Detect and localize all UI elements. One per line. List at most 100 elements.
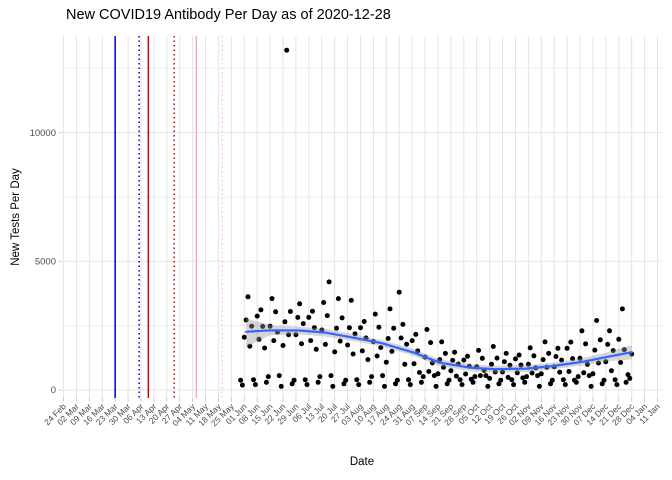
data-point	[542, 339, 548, 345]
data-point	[564, 345, 570, 351]
data-point	[284, 47, 290, 53]
data-point	[321, 300, 327, 305]
data-point	[575, 374, 581, 380]
data-point	[276, 373, 282, 379]
data-point	[516, 352, 522, 358]
data-point	[382, 383, 387, 389]
data-point	[239, 382, 245, 388]
data-point	[476, 347, 482, 353]
data-point	[391, 325, 397, 331]
data-point	[509, 377, 515, 383]
data-point	[339, 315, 345, 321]
data-point	[324, 313, 330, 319]
data-point	[278, 383, 284, 389]
data-point	[452, 349, 458, 355]
data-point	[295, 314, 301, 320]
data-point	[597, 337, 603, 343]
data-point	[300, 321, 306, 327]
data-point	[369, 374, 375, 380]
data-point	[354, 377, 360, 383]
data-point	[415, 348, 421, 354]
data-point	[429, 360, 435, 366]
data-point	[404, 341, 410, 347]
data-point	[583, 341, 589, 347]
data-point	[271, 338, 277, 344]
data-point	[437, 357, 443, 363]
data-point	[361, 319, 367, 324]
data-point	[359, 348, 365, 354]
data-point	[374, 353, 380, 359]
chart-title: New COVID19 Antibody Per Day as of 2020-…	[66, 7, 391, 23]
scatter-points	[238, 47, 635, 389]
data-point	[322, 341, 328, 347]
data-point	[330, 383, 336, 389]
data-point	[407, 382, 413, 388]
data-point	[505, 374, 511, 380]
data-point	[269, 296, 275, 302]
data-point	[378, 345, 384, 350]
y-tick-labels: 0 5000 10000	[30, 128, 56, 396]
data-point	[483, 373, 489, 379]
data-point	[441, 364, 446, 370]
data-point	[463, 371, 469, 377]
data-point	[485, 383, 491, 389]
data-point	[570, 356, 576, 362]
data-point	[315, 379, 321, 385]
data-point	[501, 359, 507, 365]
smooth-layer	[245, 318, 633, 373]
data-point	[511, 382, 517, 388]
data-point	[267, 323, 273, 329]
data-point	[343, 377, 349, 383]
data-point	[560, 377, 566, 383]
data-point	[398, 335, 404, 341]
data-point	[385, 336, 391, 341]
event-vlines	[114, 36, 223, 398]
data-point	[549, 377, 555, 383]
smooth-line	[245, 329, 633, 371]
data-point	[557, 369, 563, 375]
confidence-ribbon	[246, 318, 632, 373]
data-point	[241, 334, 247, 340]
data-point	[573, 379, 579, 385]
data-point	[352, 331, 358, 337]
data-point	[326, 279, 332, 285]
y-axis-title: New Tests Per Day	[10, 168, 22, 266]
data-point	[247, 343, 253, 349]
data-point	[251, 377, 256, 383]
data-point	[426, 369, 432, 374]
data-point	[346, 325, 352, 331]
data-point	[396, 289, 402, 295]
data-point	[287, 309, 293, 314]
data-point	[420, 374, 426, 380]
data-point	[350, 351, 356, 357]
data-point	[389, 348, 395, 354]
data-point	[328, 373, 334, 379]
data-point	[529, 370, 535, 376]
data-point	[335, 296, 341, 302]
data-point	[522, 379, 528, 385]
data-point	[356, 382, 362, 388]
data-point	[461, 357, 467, 363]
data-point	[605, 341, 611, 347]
data-point	[372, 311, 378, 317]
data-point	[553, 354, 559, 359]
data-point	[332, 349, 338, 355]
data-point	[524, 374, 529, 380]
data-point	[280, 343, 286, 348]
data-point	[601, 377, 607, 383]
data-point	[581, 370, 587, 376]
data-point	[618, 360, 624, 365]
data-point	[313, 346, 319, 352]
data-point	[293, 332, 299, 338]
data-point	[623, 379, 629, 385]
data-point	[256, 336, 262, 342]
data-point	[590, 371, 596, 377]
data-point	[507, 362, 513, 368]
data-point	[297, 301, 303, 307]
data-point	[518, 362, 524, 368]
data-point	[448, 368, 454, 374]
data-point	[584, 361, 590, 367]
y-tick-label: 10000	[30, 128, 56, 139]
data-point	[435, 371, 441, 377]
